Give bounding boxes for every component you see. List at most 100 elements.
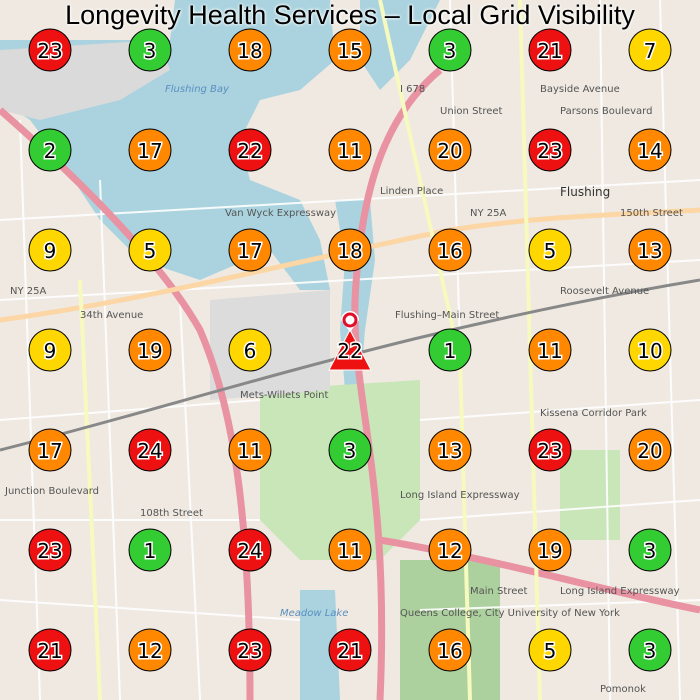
grid-rank-marker[interactable]: 7 bbox=[628, 28, 672, 72]
grid-rank-marker[interactable]: 11 bbox=[328, 528, 372, 572]
grid-rank-marker[interactable]: 21 bbox=[328, 628, 372, 672]
grid-rank-marker[interactable]: 19 bbox=[128, 328, 172, 372]
grid-rank-marker[interactable]: 14 bbox=[628, 128, 672, 172]
rank-circle bbox=[628, 128, 672, 172]
grid-rank-marker[interactable]: 20 bbox=[628, 428, 672, 472]
map-label: Long Island Expressway bbox=[560, 586, 680, 597]
grid-rank-marker[interactable]: 1 bbox=[428, 328, 472, 372]
rank-label: 12 bbox=[137, 639, 162, 663]
rank-label: 1 bbox=[144, 539, 157, 563]
map-label: Flushing–Main Street bbox=[395, 310, 499, 321]
rank-label: 22 bbox=[237, 139, 262, 163]
grid-rank-marker[interactable]: 20 bbox=[428, 128, 472, 172]
grid-rank-marker[interactable]: 3 bbox=[628, 528, 672, 572]
grid-rank-marker[interactable]: 6 bbox=[228, 328, 272, 372]
grid-rank-marker[interactable]: 17 bbox=[228, 228, 272, 272]
grid-rank-marker[interactable]: 12 bbox=[128, 628, 172, 672]
rank-label: 3 bbox=[444, 39, 457, 63]
grid-rank-marker[interactable]: 11 bbox=[528, 328, 572, 372]
rank-circle bbox=[528, 128, 572, 172]
grid-rank-marker[interactable]: 5 bbox=[528, 228, 572, 272]
grid-rank-marker[interactable]: 18 bbox=[228, 28, 272, 72]
rank-label: 23 bbox=[237, 639, 262, 663]
rank-circle bbox=[28, 228, 72, 272]
grid-rank-marker[interactable]: 24 bbox=[228, 528, 272, 572]
rank-label: 19 bbox=[137, 339, 162, 363]
rank-circle bbox=[128, 628, 172, 672]
grid-rank-marker[interactable]: 17 bbox=[28, 428, 72, 472]
rank-circle bbox=[228, 328, 272, 372]
grid-rank-marker[interactable]: 3 bbox=[628, 628, 672, 672]
rank-triangle bbox=[328, 328, 372, 371]
rank-label: 23 bbox=[37, 39, 62, 63]
map-label: 150th Street bbox=[620, 208, 683, 219]
grid-rank-marker[interactable]: 18 bbox=[328, 228, 372, 272]
grid-rank-marker[interactable]: 23 bbox=[528, 128, 572, 172]
grid-rank-marker[interactable]: 16 bbox=[428, 228, 472, 272]
rank-label: 23 bbox=[37, 539, 62, 563]
rank-label: 20 bbox=[637, 439, 662, 463]
rank-circle bbox=[128, 328, 172, 372]
grid-rank-marker[interactable]: 24 bbox=[128, 428, 172, 472]
grid-rank-marker[interactable]: 15 bbox=[328, 28, 372, 72]
page-title: Longevity Health Services – Local Grid V… bbox=[65, 0, 635, 30]
grid-rank-marker[interactable]: 3 bbox=[328, 428, 372, 472]
rank-label: 20 bbox=[437, 139, 462, 163]
rank-label: 7 bbox=[644, 39, 657, 63]
grid-rank-marker[interactable]: 19 bbox=[528, 528, 572, 572]
grid-rank-marker[interactable]: 1 bbox=[128, 528, 172, 572]
grid-rank-marker[interactable]: 23 bbox=[228, 628, 272, 672]
rank-circle bbox=[528, 328, 572, 372]
grid-rank-marker[interactable]: 2 bbox=[28, 128, 72, 172]
rank-label: 11 bbox=[237, 439, 262, 463]
grid-rank-marker[interactable]: 3 bbox=[128, 28, 172, 72]
rank-label: 13 bbox=[637, 239, 662, 263]
grid-rank-marker[interactable]: 5 bbox=[128, 228, 172, 272]
grid-rank-marker[interactable]: 11 bbox=[328, 128, 372, 172]
grid-rank-marker[interactable]: 21 bbox=[528, 28, 572, 72]
grid-rank-marker[interactable]: 12 bbox=[428, 528, 472, 572]
map-label: 108th Street bbox=[140, 508, 203, 519]
rank-circle bbox=[228, 128, 272, 172]
rank-circle bbox=[128, 28, 172, 72]
grid-rank-marker[interactable]: 23 bbox=[28, 28, 72, 72]
map-pin-icon bbox=[341, 311, 359, 332]
grid-rank-marker[interactable]: 10 bbox=[628, 328, 672, 372]
rank-circle bbox=[628, 328, 672, 372]
rank-circle bbox=[528, 628, 572, 672]
map-label: Linden Place bbox=[380, 186, 443, 197]
grid-rank-marker[interactable]: 21 bbox=[28, 628, 72, 672]
grid-rank-marker[interactable]: 23 bbox=[528, 428, 572, 472]
grid-rank-marker[interactable]: 5 bbox=[528, 628, 572, 672]
rank-circle bbox=[628, 628, 672, 672]
grid-rank-marker[interactable]: 3 bbox=[428, 28, 472, 72]
rank-label: 24 bbox=[237, 539, 262, 563]
rank-circle bbox=[328, 28, 372, 72]
rank-circle bbox=[128, 128, 172, 172]
rank-label: 21 bbox=[37, 639, 62, 663]
rank-label: 14 bbox=[637, 139, 662, 163]
grid-rank-marker[interactable]: 13 bbox=[428, 428, 472, 472]
grid-rank-marker[interactable]: 11 bbox=[228, 428, 272, 472]
grid-rank-marker[interactable]: 9 bbox=[28, 328, 72, 372]
map-label: Meadow Lake bbox=[280, 608, 348, 619]
map-label: Van Wyck Expressway bbox=[225, 208, 336, 219]
grid-rank-marker[interactable]: 16 bbox=[428, 628, 472, 672]
grid-rank-marker[interactable]: 17 bbox=[128, 128, 172, 172]
rank-label: 5 bbox=[544, 639, 557, 663]
rank-label: 5 bbox=[144, 239, 157, 263]
map-label: Flushing bbox=[560, 185, 610, 199]
grid-rank-marker[interactable]: 9 bbox=[28, 228, 72, 272]
rank-circle bbox=[228, 628, 272, 672]
rank-label: 2 bbox=[44, 139, 57, 163]
rank-circle bbox=[528, 228, 572, 272]
rank-circle bbox=[28, 328, 72, 372]
rank-circle bbox=[628, 228, 672, 272]
grid-rank-marker[interactable]: 13 bbox=[628, 228, 672, 272]
grid-rank-marker[interactable]: 22 bbox=[228, 128, 272, 172]
rank-label: 11 bbox=[337, 139, 362, 163]
grid-rank-marker[interactable]: 23 bbox=[28, 528, 72, 572]
business-location-marker[interactable]: 22 bbox=[328, 311, 372, 371]
rank-circle bbox=[328, 228, 372, 272]
